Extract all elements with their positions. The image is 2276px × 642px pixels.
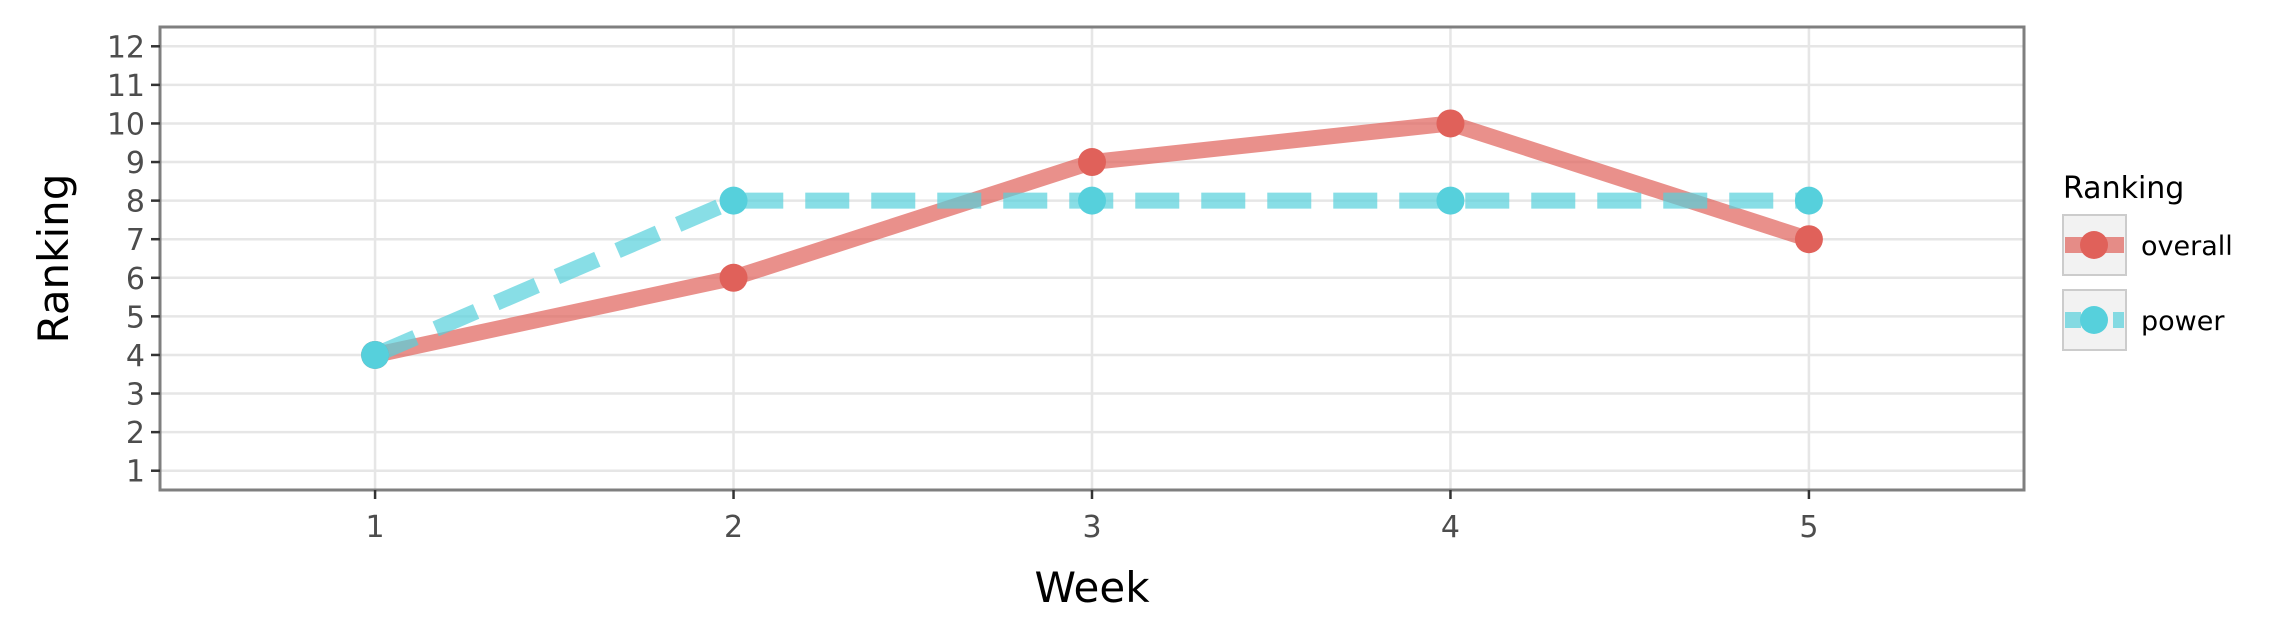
legend-key-point — [2080, 306, 2108, 334]
x-axis-title: Week — [1034, 563, 1150, 612]
point-overall-week-5 — [1794, 225, 1823, 254]
y-tick-label: 8 — [126, 185, 145, 220]
legend-item-overall: overall — [2062, 214, 2233, 276]
legend: Ranking overall power — [2062, 171, 2233, 351]
x-tick-label: 2 — [724, 510, 743, 545]
x-tick-label: 4 — [1441, 510, 1460, 545]
legend-label: power — [2141, 306, 2225, 337]
y-tick-label: 12 — [107, 30, 145, 65]
y-tick-label: 6 — [126, 262, 145, 297]
legend-key-point — [2080, 231, 2108, 259]
grid-lines — [160, 27, 2024, 490]
point-overall-week-2 — [719, 263, 748, 292]
point-overall-week-3 — [1078, 148, 1106, 177]
point-power-week-1 — [361, 340, 390, 369]
y-tick-label: 4 — [126, 339, 145, 374]
point-power-week-5 — [1794, 186, 1823, 215]
y-tick-label: 10 — [107, 107, 145, 142]
x-tick-label: 1 — [366, 510, 385, 545]
point-power-week-3 — [1078, 186, 1106, 215]
point-power-week-2 — [719, 186, 748, 215]
point-overall-week-4 — [1436, 109, 1465, 138]
y-axis-title: Ranking — [29, 174, 78, 344]
data-points — [361, 109, 1823, 369]
legend-title: Ranking — [2063, 171, 2184, 206]
y-tick-label: 7 — [126, 223, 145, 258]
point-power-week-4 — [1436, 186, 1465, 215]
y-tick-label: 9 — [126, 146, 145, 181]
y-tick-label: 3 — [126, 378, 145, 413]
y-tick-label: 11 — [107, 69, 145, 104]
legend-label: overall — [2141, 231, 2233, 262]
y-tick-label: 1 — [126, 455, 145, 490]
x-tick-label: 3 — [1082, 510, 1101, 545]
x-axis-ticks: 1 2 3 4 5 — [366, 490, 1818, 545]
legend-item-power: power — [2062, 289, 2225, 351]
y-tick-label: 5 — [126, 300, 145, 335]
x-tick-label: 5 — [1799, 510, 1818, 545]
y-tick-label: 2 — [126, 416, 145, 451]
